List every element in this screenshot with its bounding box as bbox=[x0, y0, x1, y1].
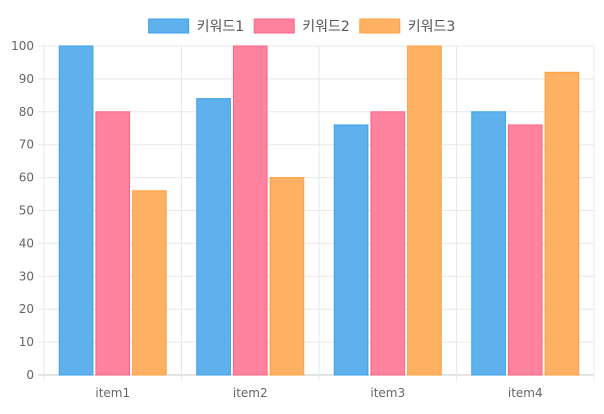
bar[interactable] bbox=[196, 98, 231, 376]
y-tick-label: 20 bbox=[19, 302, 34, 316]
y-tick-label: 90 bbox=[19, 72, 34, 86]
legend-swatch bbox=[359, 18, 401, 34]
legend-item[interactable]: 키워드2 bbox=[253, 18, 350, 35]
legend-item[interactable]: 키워드3 bbox=[359, 18, 456, 35]
bar[interactable] bbox=[407, 45, 442, 376]
bar[interactable] bbox=[95, 111, 131, 376]
y-tick-label: 60 bbox=[19, 171, 34, 185]
bar[interactable] bbox=[58, 45, 94, 376]
x-tick-label: item4 bbox=[508, 386, 543, 400]
y-tick-label: 10 bbox=[19, 335, 34, 349]
legend-label: 키워드2 bbox=[302, 19, 350, 35]
legend-label: 키워드1 bbox=[197, 19, 245, 35]
x-tick-label: item2 bbox=[233, 386, 268, 400]
axes: 0 10 20 30 40 50 60 70 80 90 100 item1 item2 item3 ite… bbox=[11, 39, 543, 400]
y-tick-label: 70 bbox=[19, 138, 34, 152]
legend-swatch bbox=[253, 18, 295, 34]
legend-swatch bbox=[148, 18, 190, 34]
legend: 키워드1 키워드2 키워드3 bbox=[148, 18, 456, 35]
bar[interactable] bbox=[232, 45, 268, 376]
bar[interactable] bbox=[333, 124, 369, 376]
y-tick-label: 40 bbox=[19, 236, 34, 250]
bars bbox=[58, 45, 580, 376]
y-tick-label: 0 bbox=[26, 368, 34, 382]
y-tick-label: 80 bbox=[19, 105, 34, 119]
x-tick-label: item1 bbox=[95, 386, 130, 400]
bar[interactable] bbox=[507, 124, 543, 376]
bar[interactable] bbox=[370, 111, 406, 376]
grid-lines bbox=[38, 45, 595, 381]
legend-item[interactable]: 키워드1 bbox=[148, 18, 245, 35]
bar[interactable] bbox=[544, 71, 580, 376]
bar[interactable] bbox=[132, 190, 167, 376]
y-tick-label: 100 bbox=[11, 39, 34, 53]
y-tick-label: 50 bbox=[19, 204, 34, 218]
bar[interactable] bbox=[471, 111, 506, 376]
bar[interactable] bbox=[269, 177, 305, 376]
y-tick-label: 30 bbox=[19, 269, 34, 283]
x-tick-label: item3 bbox=[370, 386, 405, 400]
legend-label: 키워드3 bbox=[408, 19, 456, 35]
